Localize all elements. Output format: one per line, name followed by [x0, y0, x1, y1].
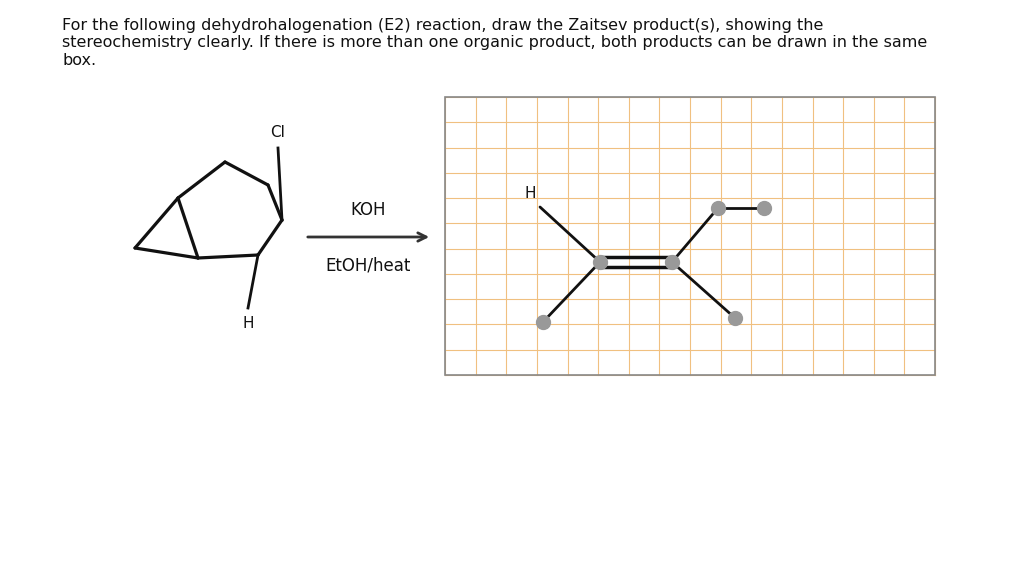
Text: KOH: KOH [350, 201, 386, 219]
Point [664, 257, 680, 267]
Point [710, 203, 726, 213]
Point [535, 317, 551, 326]
Bar [445, 97, 935, 375]
Text: H: H [524, 186, 536, 201]
Text: H: H [243, 316, 254, 331]
Text: For the following dehydrohalogenation (E2) reaction, draw the Zaitsev product(s): For the following dehydrohalogenation (E… [62, 18, 928, 68]
Point [592, 257, 608, 267]
Point [756, 203, 772, 213]
Text: EtOH/heat: EtOH/heat [326, 256, 411, 274]
Text: Cl: Cl [270, 125, 286, 140]
Point [727, 314, 743, 323]
